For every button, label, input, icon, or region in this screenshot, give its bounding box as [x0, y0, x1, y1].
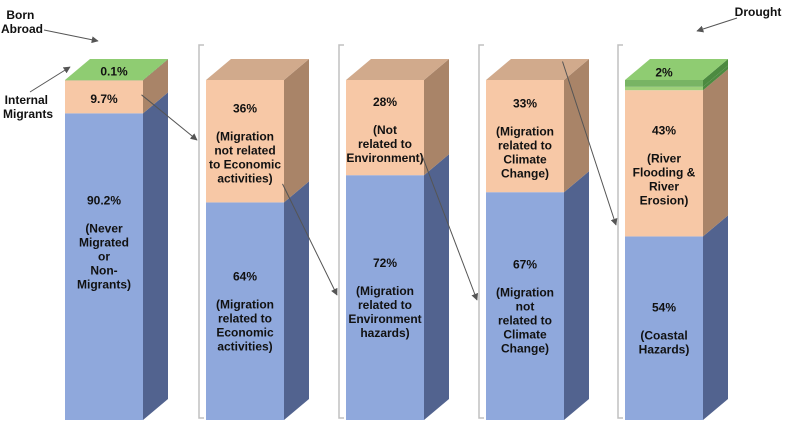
bar-3-top-face	[346, 59, 449, 80]
bar-2-segment-2-front	[206, 80, 284, 203]
connector-arrow-2	[282, 183, 338, 296]
bar-4-segment-2-label: 33% (Migration related to Climate Change)	[496, 96, 554, 180]
bar-5-segment-4-front	[625, 80, 703, 87]
bar-1-segment-2-side	[143, 59, 168, 114]
bar-3-segment-1-label: 72% (Migration related to Environment hazard…	[348, 256, 421, 340]
bar-5: 54% (Coastal Hazards) 43% (River Flooding & Ri…	[625, 59, 728, 420]
connector-arrow-4	[562, 61, 618, 226]
bar-5-segment-2-label: 43% (River Flooding & River Erosion)	[633, 124, 696, 208]
bar-2-segment-1-front	[206, 202, 284, 420]
bar-5-segment-3-side	[703, 65, 728, 91]
internal-migrants-pointer	[29, 66, 71, 93]
bar-2-segment-1-side	[284, 181, 309, 420]
bar-5-segment-1-label: 54% (Coastal Hazards)	[639, 300, 690, 356]
internal-migrants-label: Internal Migrants	[3, 93, 53, 121]
bracket-2	[198, 44, 204, 419]
annotations-layer: Born Abroad Internal Migrants Drought	[1, 5, 781, 121]
bar-1-segment-3-label: 0.1%	[100, 65, 128, 79]
bar-1-segment-1-label: 90.2% (Never Migrated or Non-Migrants)	[77, 193, 131, 291]
bar-3-segment-1-side	[424, 154, 449, 420]
bar-5-segment-1-side	[703, 215, 728, 420]
connector-arrow-3	[422, 156, 479, 301]
bar-4-segment-2-front	[486, 80, 564, 193]
bar-1: 90.2% (Never Migrated or Non-Migrants) 9.7% 0.…	[65, 59, 168, 420]
connector-arrow-1	[141, 94, 198, 141]
bar-1-top-face	[65, 59, 168, 80]
bracket-5	[617, 44, 623, 419]
bar-4: 67% (Migration not related to Climate Change)…	[486, 59, 589, 420]
bar-5-segment-4-side	[703, 59, 728, 87]
bar-2-segment-1-label: 64% (Migration related to Economic activitie…	[216, 269, 274, 353]
bar-3-segment-1-front	[346, 175, 424, 420]
bar-3-segment-2-side	[424, 59, 449, 176]
bar-2-segment-2-label: 36% (Migration not related to Economic activ…	[209, 101, 281, 185]
bracket-layer	[198, 44, 623, 419]
drought-pointer	[696, 17, 738, 33]
bar-5-top-face	[625, 59, 728, 80]
bar-5-segment-2-side	[703, 69, 728, 237]
bar-4-segment-1-front	[486, 192, 564, 420]
bracket-3	[338, 44, 344, 419]
born-abroad-label: Born Abroad	[1, 8, 43, 36]
bracket-4	[478, 44, 484, 419]
drought-label: Drought	[735, 5, 782, 19]
bar-4-segment-1-label: 67% (Migration not related to Climate Change)	[496, 257, 554, 355]
bar-1-segment-1-side	[143, 92, 168, 420]
bar-5-segment-1-front	[625, 236, 703, 420]
born-abroad-pointer	[43, 29, 99, 44]
bar-3-segment-2-label: 28% (Not related to Environment)	[346, 95, 423, 165]
bar-3-segment-2-front	[346, 80, 424, 176]
bars-layer: 90.2% (Never Migrated or Non-Migrants) 9.7% 0.…	[65, 59, 728, 420]
bar-1-segment-1-front	[65, 113, 143, 420]
bar-2: 64% (Migration related to Economic activitie…	[206, 59, 309, 420]
bar-1-segment-2-label: 9.7%	[90, 92, 118, 106]
bar-3: 72% (Migration related to Environment hazard…	[346, 59, 449, 420]
bar-5-segment-2-front	[625, 90, 703, 237]
bar-5-segment-3-front	[625, 86, 703, 91]
bar-1-segment-3-side	[143, 59, 168, 81]
bar-4-segment-1-side	[564, 171, 589, 420]
arrows-layer	[141, 61, 618, 301]
bar-2-segment-2-side	[284, 59, 309, 203]
bar-2-top-face	[206, 59, 309, 80]
bar-5-segment-4-label: 2%	[655, 66, 673, 80]
bar-4-segment-2-side	[564, 59, 589, 193]
bar-1-segment-2-front	[65, 80, 143, 114]
